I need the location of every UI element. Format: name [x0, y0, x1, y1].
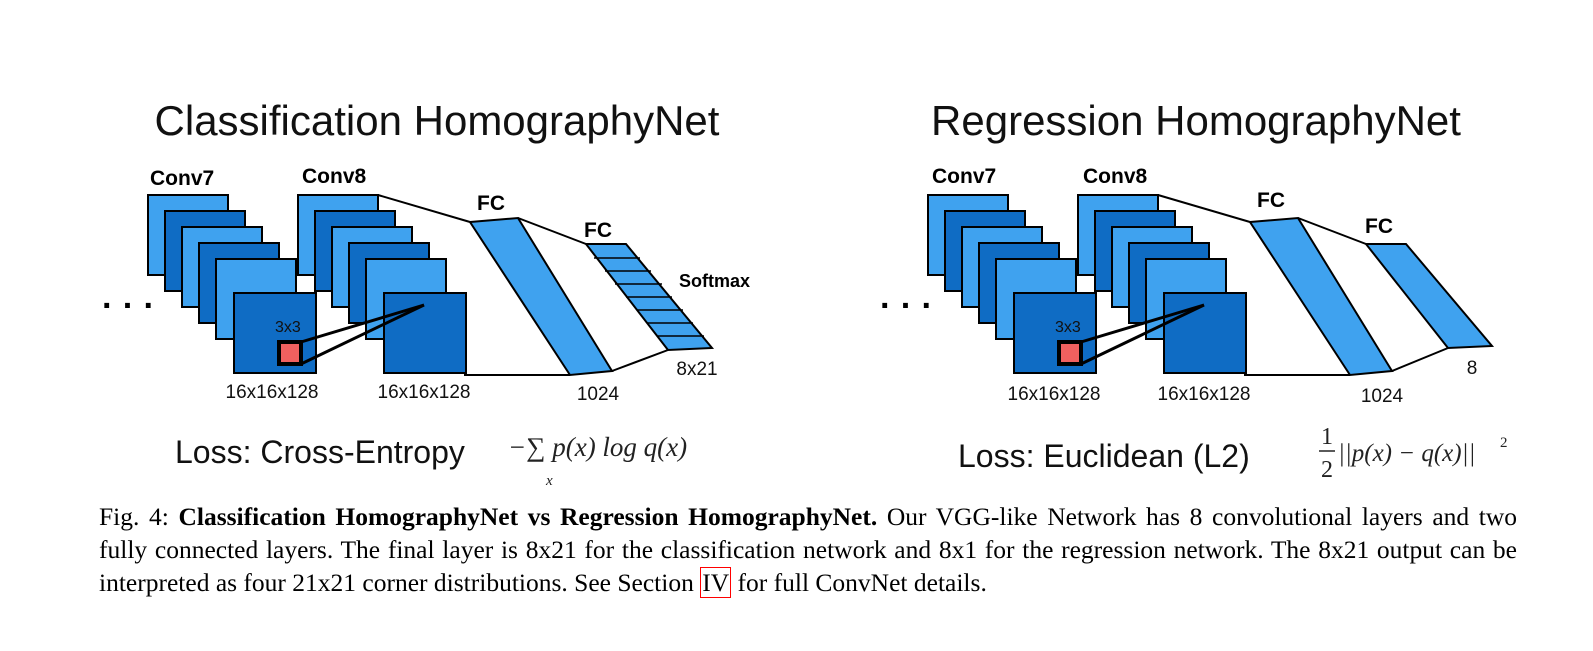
conv7-dim-label: 16x16x128	[226, 382, 319, 403]
loss-formula-denominator: 2	[1321, 457, 1333, 483]
fc1-fc2-connector-top	[517, 217, 587, 245]
conv8-feature-maps	[297, 194, 467, 374]
kernel-projection-bottom	[300, 303, 425, 366]
fc1-layer	[1248, 216, 1394, 377]
kernel-3x3-box	[277, 340, 303, 366]
kernel-label: 3x3	[275, 319, 301, 336]
figure-caption: Fig. 4: Classification HomographyNet vs …	[99, 500, 1517, 599]
loss-formula: −∑ p(x) log q(x)	[508, 432, 687, 462]
section-reference-link[interactable]: IV	[700, 567, 732, 598]
loss-formula-numerator: 1	[1321, 424, 1333, 450]
fc2-label: FC	[1365, 215, 1393, 238]
output-dim-label: 8	[1467, 358, 1478, 379]
conv8-label: Conv8	[302, 165, 367, 188]
regression-title: Regression HomographyNet	[931, 97, 1461, 144]
network-diagram: Classification HomographyNet · · · 3x3	[102, 97, 1508, 489]
ellipsis-right: · · ·	[880, 287, 933, 325]
fc1-fc2-connector-bottom	[1391, 347, 1449, 372]
caption-prefix: Fig. 4:	[99, 502, 179, 531]
conv8-dim-label: 16x16x128	[378, 382, 471, 403]
conv8-feature-maps	[1077, 194, 1247, 374]
conv8-dim-label: 16x16x128	[1158, 384, 1251, 405]
conv7-label: Conv7	[150, 167, 214, 190]
caption-body-end: for full ConvNet details.	[731, 568, 987, 597]
conv8-fc1-connector-top	[1157, 194, 1251, 223]
caption-title: Classification HomographyNet vs Regressi…	[178, 502, 878, 531]
ellipsis-left: · · ·	[102, 287, 155, 325]
loss-label: Loss: Cross-Entropy	[175, 434, 465, 470]
loss-formula-subscript: x	[545, 473, 553, 489]
classification-network: Classification HomographyNet · · · 3x3	[102, 97, 750, 489]
kernel-projection-top	[1080, 303, 1205, 344]
regression-network: Regression HomographyNet · · · 3x3 Conv7…	[880, 97, 1508, 483]
kernel-projection-top	[300, 303, 425, 344]
fc2-label: FC	[584, 219, 612, 242]
fc1-label: FC	[477, 192, 505, 215]
kernel-projection-bottom	[1080, 303, 1205, 366]
fc1-fc2-connector-top	[1297, 217, 1367, 245]
kernel-3x3-box	[1057, 340, 1083, 366]
fc1-dim-label: 1024	[577, 384, 620, 405]
conv8-fc1-connector-top	[377, 194, 471, 223]
softmax-label: Softmax	[679, 271, 750, 291]
softmax-bins	[594, 257, 704, 337]
loss-formula-exponent: 2	[1500, 435, 1508, 451]
kernel-label: 3x3	[1055, 319, 1081, 336]
conv8-label: Conv8	[1083, 165, 1148, 188]
output-dim-label: 8x21	[676, 359, 717, 380]
conv7-label: Conv7	[932, 165, 996, 188]
fc1-label: FC	[1257, 189, 1285, 212]
classification-title: Classification HomographyNet	[155, 97, 720, 144]
loss-formula: ||p(x) − q(x)||	[1338, 440, 1475, 467]
fc1-fc2-connector-bottom	[611, 349, 669, 372]
caption-body: Our VGG-like Network has 8 convolutional…	[99, 502, 1517, 597]
conv7-dim-label: 16x16x128	[1008, 384, 1101, 405]
fc1-dim-label: 1024	[1361, 386, 1404, 407]
fc1-layer	[468, 216, 614, 377]
fc2-output-layer	[1363, 243, 1495, 350]
loss-label: Loss: Euclidean (L2)	[958, 438, 1250, 474]
